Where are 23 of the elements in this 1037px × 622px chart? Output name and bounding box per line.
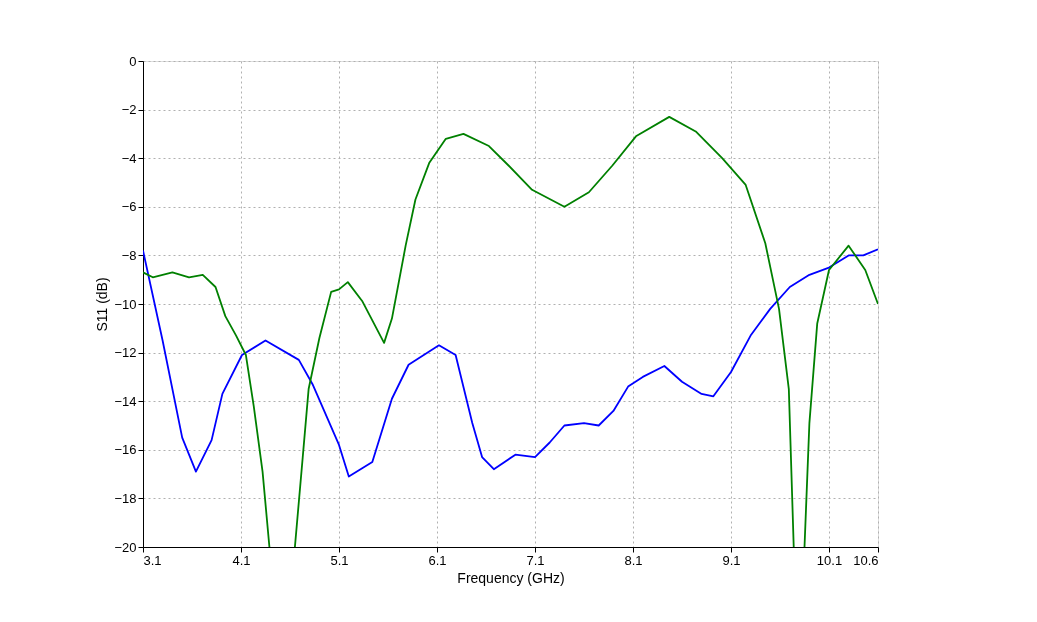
y-tick-label: 0 bbox=[129, 53, 137, 69]
line-series bbox=[143, 248, 878, 478]
y-tick-label: −8 bbox=[121, 247, 137, 263]
x-tick-label: 8.1 bbox=[624, 552, 643, 568]
x-tick-label: 7.1 bbox=[526, 552, 545, 568]
y-tick-label: −16 bbox=[114, 442, 137, 458]
x-tick-label: 10.6 bbox=[853, 552, 879, 568]
x-tick-label: 4.1 bbox=[232, 552, 251, 568]
y-tick-label: −12 bbox=[114, 345, 137, 361]
y-tick-label: −10 bbox=[114, 296, 137, 312]
x-tick-label: 6.1 bbox=[428, 552, 447, 568]
x-tick-label: 9.1 bbox=[722, 552, 741, 568]
y-tick-label: −18 bbox=[114, 490, 137, 506]
x-tick-label: 5.1 bbox=[330, 552, 349, 568]
x-tick-label: 3.1 bbox=[143, 552, 162, 568]
y-tick-label: −14 bbox=[114, 393, 137, 409]
x-axis-title: Frequency (GHz) bbox=[457, 569, 565, 586]
y-axis-title: S11 (dB) bbox=[94, 277, 111, 332]
y-tick-label: −4 bbox=[121, 150, 137, 166]
y-tick-label: −20 bbox=[114, 539, 137, 555]
y-tick-label: −6 bbox=[121, 199, 137, 215]
y-tick-label: −2 bbox=[121, 102, 137, 118]
x-tick-label: 10.1 bbox=[816, 552, 843, 568]
